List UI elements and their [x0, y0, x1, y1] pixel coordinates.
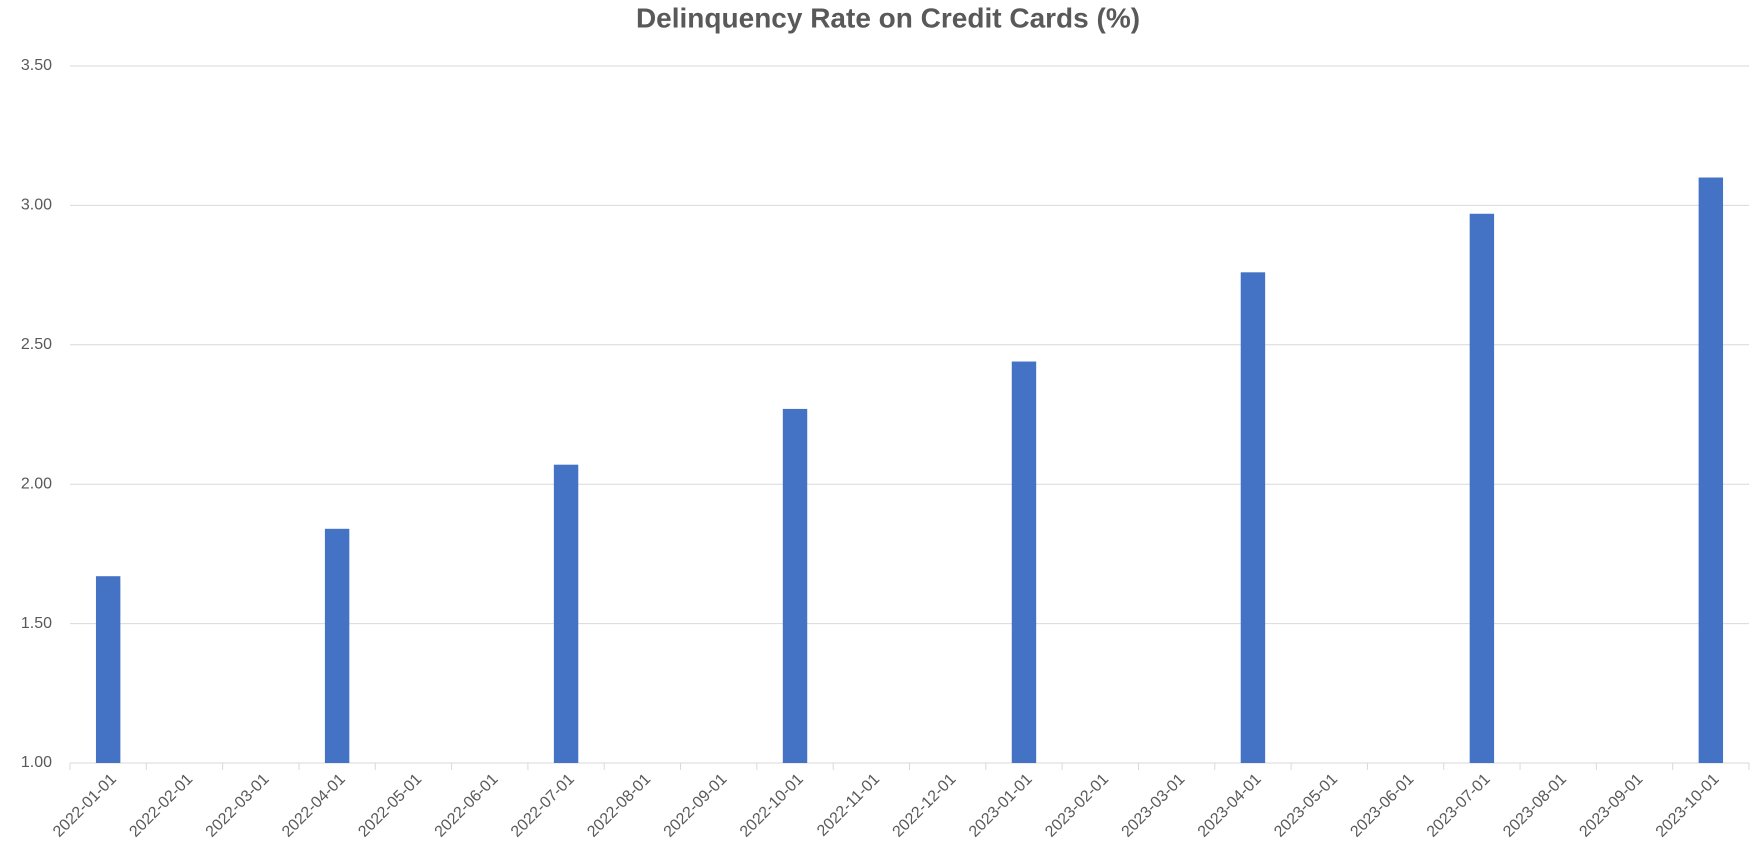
y-tick-label: 2.00	[21, 475, 52, 492]
x-tick-label: 2023-10-01	[1653, 771, 1723, 841]
x-tick-label: 2022-10-01	[737, 771, 807, 841]
x-tick-label: 2022-03-01	[203, 771, 273, 841]
bar	[324, 528, 350, 763]
bar	[553, 464, 579, 763]
bar	[1469, 213, 1495, 763]
bar	[95, 576, 121, 763]
x-tick-label: 2022-07-01	[508, 771, 578, 841]
x-tick-label: 2023-07-01	[1424, 771, 1494, 841]
bar	[782, 408, 808, 763]
x-tick-label: 2023-09-01	[1576, 771, 1646, 841]
x-tick-label: 2023-05-01	[1271, 771, 1341, 841]
x-tick-label: 2023-06-01	[1347, 771, 1417, 841]
x-tick-label: 2022-04-01	[279, 771, 349, 841]
x-tick-label: 2022-09-01	[661, 771, 731, 841]
y-tick-label: 2.50	[21, 336, 52, 353]
x-tick-label: 2023-02-01	[1042, 771, 1112, 841]
x-tick-label: 2022-01-01	[50, 771, 120, 841]
bar	[1240, 272, 1266, 763]
y-tick-label: 3.50	[21, 57, 52, 74]
x-tick-label: 2022-06-01	[432, 771, 502, 841]
x-tick-label: 2023-04-01	[1195, 771, 1265, 841]
x-tick-label: 2022-08-01	[584, 771, 654, 841]
x-tick-label: 2022-05-01	[355, 771, 425, 841]
bar	[1698, 177, 1724, 763]
x-tick-label: 2023-08-01	[1500, 771, 1570, 841]
chart-title: Delinquency Rate on Credit Cards (%)	[636, 2, 1140, 33]
x-tick-label: 2022-02-01	[126, 771, 196, 841]
x-tick-label: 2023-03-01	[1119, 771, 1189, 841]
x-tick-label: 2022-11-01	[814, 771, 883, 840]
y-tick-label: 1.50	[21, 615, 52, 632]
y-tick-label: 3.00	[21, 197, 52, 214]
x-tick-label: 2022-12-01	[890, 771, 960, 841]
y-tick-label: 1.00	[21, 754, 52, 771]
bar	[1011, 361, 1037, 763]
x-tick-label: 2023-01-01	[966, 771, 1036, 841]
